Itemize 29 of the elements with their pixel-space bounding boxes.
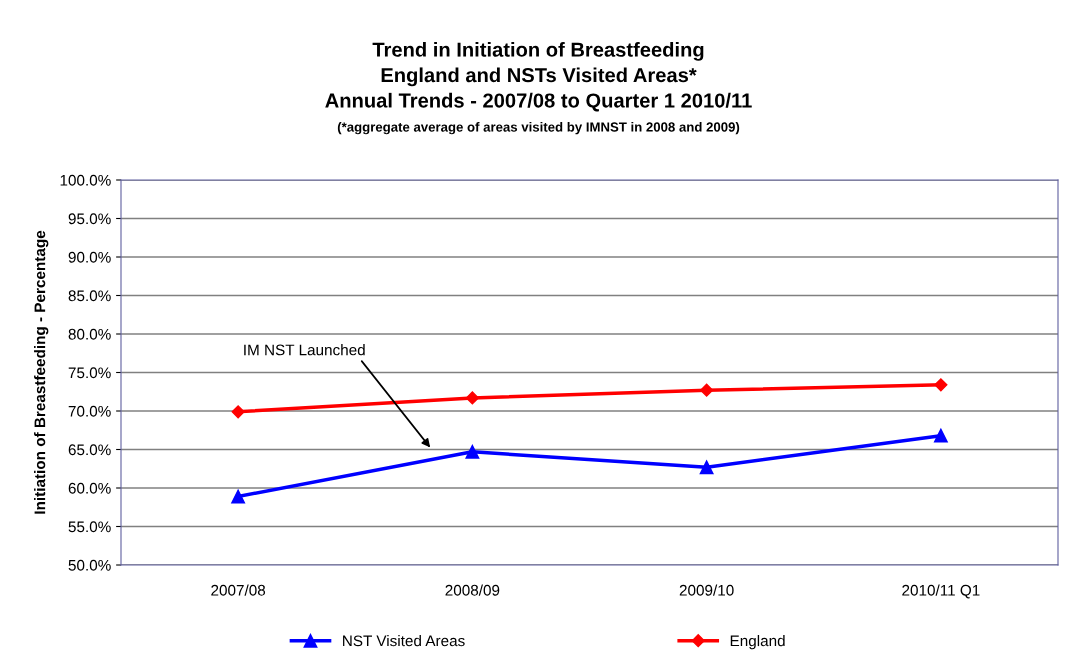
point	[933, 428, 948, 443]
y-tick-label: 90.0%	[68, 251, 111, 263]
y-tick-label: 55.0%	[68, 521, 111, 533]
y-tick-label: 85.0%	[68, 290, 111, 302]
chart-title: Trend in Initiation of Breastfeeding England and NSTs Visited Areas* Annual Trends - 2007/08 to Quarter 1 2010/11	[325, 42, 752, 112]
x-tick-label: 2010/11 Q1	[902, 584, 980, 599]
y-tick-label: 95.0%	[68, 213, 111, 225]
point	[699, 460, 714, 475]
y-tick-label: 75.0%	[68, 367, 111, 379]
y-tick-label: 100.0%	[60, 174, 111, 186]
x-tick-label: 2008/09	[445, 584, 500, 596]
y-tick-label: 65.0%	[68, 444, 111, 456]
y-tick-label: 60.0%	[68, 482, 111, 494]
y-tick-label: 80.0%	[68, 328, 111, 340]
chart-subtitle: (*aggregate average of areas visited by IMNST in 2008 and 2009)	[337, 122, 740, 135]
x-tick-label: 2007/08	[211, 584, 266, 596]
y-axis-title: Initiation of Breastfeeding - Percentage	[34, 230, 49, 514]
legend-label: NST Visited Areas	[343, 635, 465, 647]
legend-label: England	[730, 635, 785, 650]
x-tick-label: 2009/10	[679, 584, 734, 596]
point	[700, 383, 714, 397]
point	[465, 391, 479, 405]
y-tick-label: 50.0%	[68, 559, 111, 571]
point	[934, 378, 948, 392]
point	[231, 405, 245, 419]
point	[231, 489, 246, 504]
point	[465, 444, 480, 459]
annotation: IM NST Launched	[244, 344, 365, 356]
y-tick-label: 70.0%	[68, 405, 111, 417]
